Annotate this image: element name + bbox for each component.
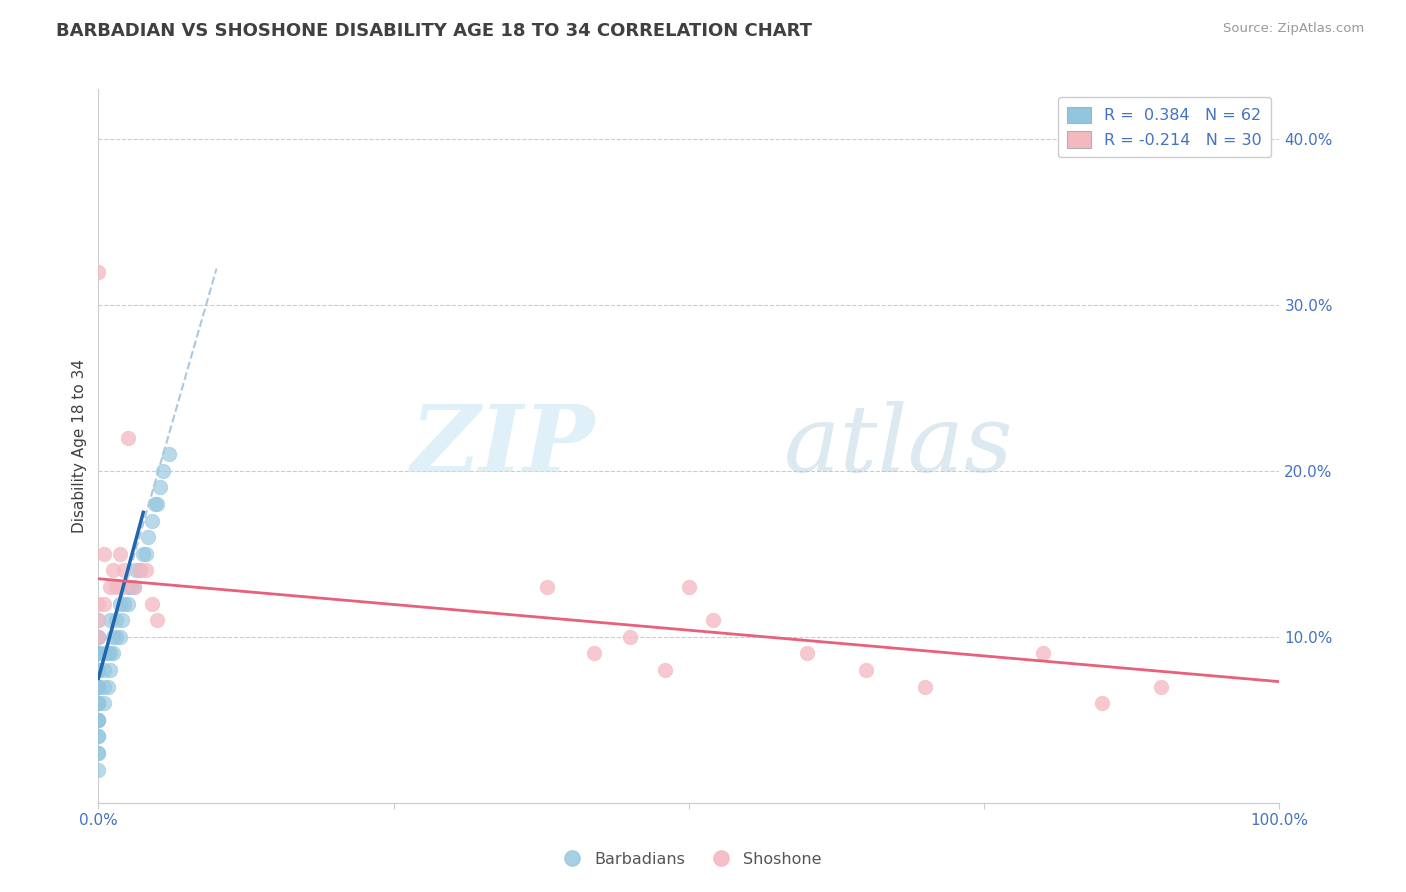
Legend: Barbadians, Shoshone: Barbadians, Shoshone [550,846,828,873]
Point [87,613,110,627]
Point [87,713,110,727]
Point [87,613,110,627]
Point [117,597,139,611]
Point [143,497,166,511]
Point [1091,696,1114,710]
Point [111,580,134,594]
Point [583,647,606,661]
Point [87,696,110,710]
Point [87,630,110,644]
Point [87,647,110,661]
Point [93,597,115,611]
Point [146,613,169,627]
Point [128,564,150,578]
Point [87,713,110,727]
Point [702,613,724,627]
Point [135,547,157,561]
Point [108,630,131,644]
Point [98,580,121,594]
Point [101,630,124,644]
Point [93,647,115,661]
Point [654,663,676,677]
Point [98,647,121,661]
Point [87,647,110,661]
Point [122,580,145,594]
Point [112,564,135,578]
Point [87,630,110,644]
Point [93,680,115,694]
Point [98,613,121,627]
Point [87,730,110,744]
Point [105,613,128,627]
Point [1150,680,1173,694]
Point [149,481,172,495]
Point [87,647,110,661]
Text: Source: ZipAtlas.com: Source: ZipAtlas.com [1223,22,1364,36]
Point [117,580,139,594]
Point [87,746,110,760]
Point [125,564,148,578]
Text: atlas: atlas [783,401,1012,491]
Point [105,630,128,644]
Point [87,696,110,710]
Point [108,547,131,561]
Point [157,447,180,461]
Point [93,663,115,677]
Point [87,763,110,777]
Text: ZIP: ZIP [411,401,595,491]
Point [152,464,174,478]
Point [141,514,163,528]
Point [87,746,110,760]
Point [98,663,121,677]
Point [93,547,115,561]
Point [87,265,110,279]
Point [87,680,110,694]
Point [619,630,641,644]
Point [914,680,936,694]
Point [97,647,120,661]
Point [101,564,124,578]
Point [87,597,110,611]
Point [87,630,110,644]
Y-axis label: Disability Age 18 to 34: Disability Age 18 to 34 [72,359,87,533]
Point [101,647,124,661]
Point [87,713,110,727]
Point [678,580,700,594]
Point [87,680,110,694]
Point [128,564,150,578]
Point [855,663,877,677]
Point [87,663,110,677]
Point [93,696,115,710]
Point [1032,647,1054,661]
Point [112,597,135,611]
Point [536,580,558,594]
Point [796,647,818,661]
Point [132,547,155,561]
Point [87,680,110,694]
Point [141,597,163,611]
Point [87,630,110,644]
Text: BARBADIAN VS SHOSHONE DISABILITY AGE 18 TO 34 CORRELATION CHART: BARBADIAN VS SHOSHONE DISABILITY AGE 18 … [56,22,813,40]
Point [87,696,110,710]
Point [87,696,110,710]
Point [97,680,120,694]
Point [117,431,139,445]
Point [87,663,110,677]
Point [87,663,110,677]
Point [87,680,110,694]
Point [122,580,145,594]
Point [121,580,143,594]
Point [108,597,131,611]
Point [87,647,110,661]
Point [87,680,110,694]
Point [105,580,128,594]
Point [146,497,169,511]
Point [136,530,159,544]
Point [87,663,110,677]
Point [87,730,110,744]
Point [87,663,110,677]
Point [111,613,134,627]
Point [135,564,157,578]
